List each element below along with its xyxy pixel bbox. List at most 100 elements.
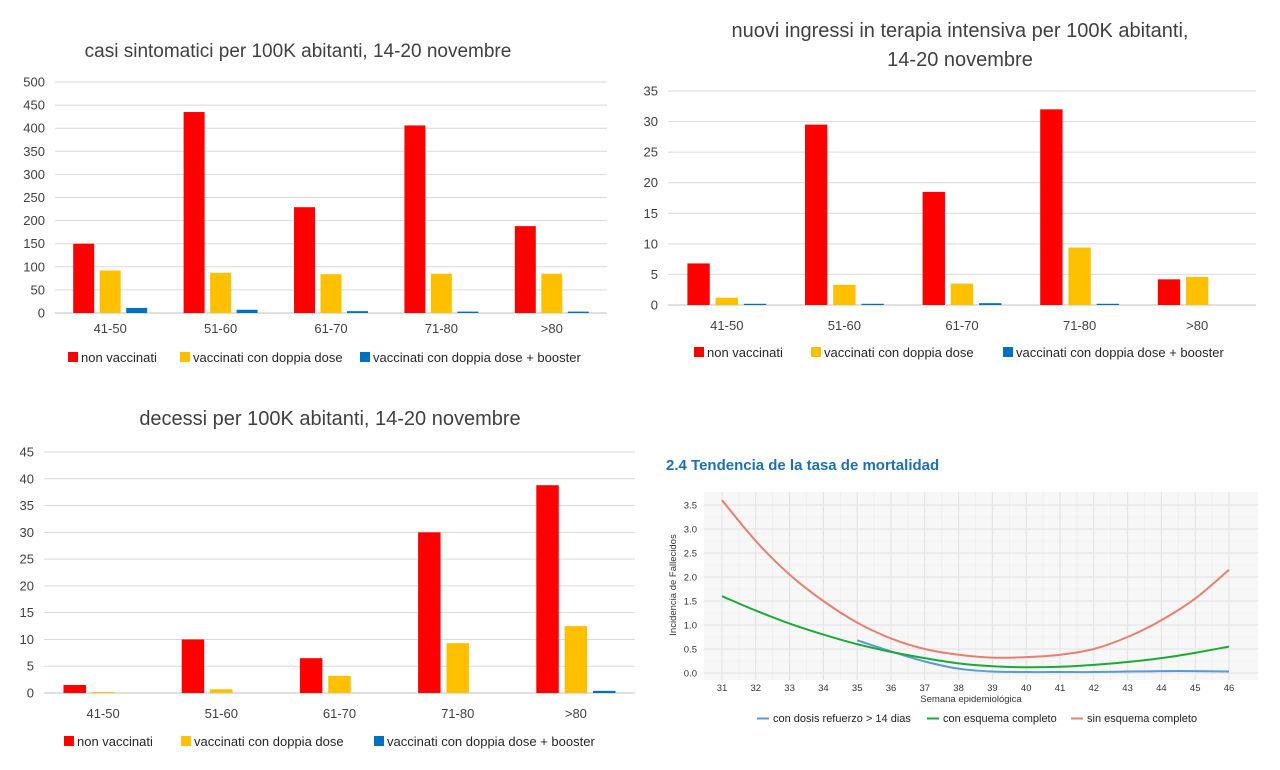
- bar: [328, 675, 351, 693]
- y-tick-label: 1.5: [684, 597, 697, 608]
- x-category-label: 71-80: [441, 706, 474, 721]
- bar: [181, 639, 205, 693]
- bar: [210, 689, 233, 693]
- y-tick-label: 10: [644, 236, 658, 251]
- y-tick-label: 2.0: [684, 573, 697, 584]
- chart-casi-sintomatici: casi sintomatici per 100K abitanti, 14-2…: [0, 0, 640, 385]
- y-tick-label: 0: [27, 686, 34, 701]
- bar: [687, 263, 710, 305]
- chart-svg: casi sintomatici per 100K abitanti, 14-2…: [23, 41, 607, 365]
- bar: [922, 191, 945, 305]
- bar: [1068, 247, 1091, 305]
- x-category-label: 61-70: [945, 318, 978, 333]
- x-tick-label: 45: [1190, 683, 1201, 694]
- y-tick-label: 25: [20, 552, 34, 567]
- y-tick-label: 20: [20, 578, 34, 593]
- y-tick-label: 100: [23, 259, 45, 274]
- bar: [73, 243, 95, 313]
- y-axis-label: Incidencia de Fallecidos: [668, 534, 679, 636]
- x-tick-label: 41: [1055, 683, 1066, 694]
- chart-tasa-mortalidad: 2.4 Tendencia de la tasa de mortalidad 31…: [640, 385, 1280, 770]
- bar: [347, 311, 368, 313]
- x-category-label: 41-50: [86, 706, 119, 721]
- chart-svg: decessi per 100K abitanti, 14-20 novembr…: [20, 408, 635, 749]
- bar: [1186, 276, 1209, 305]
- y-tick-label: 35: [644, 84, 658, 99]
- legend-label: vaccinati con doppia dose: [194, 734, 344, 749]
- legend-swatch: [811, 347, 821, 357]
- x-tick-label: 38: [953, 683, 964, 694]
- bar: [564, 626, 588, 693]
- legend-label: non vaccinati: [707, 345, 783, 360]
- y-tick-label: 45: [20, 445, 34, 460]
- chart-decessi: decessi per 100K abitanti, 14-20 novembr…: [0, 385, 640, 770]
- y-tick-label: 35: [20, 498, 34, 513]
- bar: [183, 112, 205, 313]
- x-category-label: >80: [1186, 318, 1208, 333]
- legend-label: vaccinati con doppia dose + booster: [1016, 345, 1224, 360]
- legend-swatch: [68, 352, 78, 362]
- chart-svg: nuovi ingressi in terapia intensiva per …: [644, 20, 1256, 360]
- y-tick-label: 1.0: [684, 621, 697, 632]
- legend-label: non vaccinati: [81, 350, 157, 365]
- bar: [418, 532, 441, 693]
- y-tick-label: 25: [644, 145, 658, 160]
- bar: [979, 303, 1002, 305]
- x-tick-label: 34: [818, 683, 829, 694]
- bar: [299, 658, 323, 693]
- chart-title: decessi per 100K abitanti, 14-20 novembr…: [139, 408, 520, 430]
- x-tick-label: 35: [852, 683, 863, 694]
- y-tick-label: 5: [27, 659, 34, 674]
- y-tick-label: 250: [23, 190, 45, 205]
- x-tick-label: 44: [1156, 683, 1167, 694]
- y-tick-label: 450: [23, 98, 45, 113]
- legend-label: con esquema completo: [943, 713, 1057, 725]
- series-line-completo: [721, 595, 1230, 669]
- x-category-label: 61-70: [314, 321, 347, 336]
- bar: [236, 309, 258, 313]
- chart-svg: 2.4 Tendencia de la tasa de mortalidad 31…: [666, 457, 1258, 725]
- x-tick-label: 42: [1089, 683, 1100, 694]
- legend-swatch: [374, 736, 384, 746]
- x-category-label: 51-60: [828, 318, 861, 333]
- bar: [861, 303, 884, 305]
- y-tick-label: 2.5: [684, 549, 697, 560]
- legend-label: vaccinati con doppia dose: [824, 345, 974, 360]
- bar: [126, 307, 148, 313]
- x-tick-label: 36: [886, 683, 897, 694]
- y-tick-label: 3.5: [684, 501, 697, 512]
- chart-title: nuovi ingressi in terapia intensiva per …: [732, 20, 1189, 42]
- legend-label: non vaccinati: [77, 734, 153, 749]
- bar: [541, 273, 563, 313]
- bar: [514, 226, 536, 313]
- legend-swatch: [64, 736, 74, 746]
- x-category-label: 51-60: [204, 321, 237, 336]
- y-tick-label: 3.0: [684, 525, 697, 536]
- legend-label: vaccinati con doppia dose + booster: [387, 734, 595, 749]
- y-tick-label: 30: [644, 114, 658, 129]
- chart-title: casi sintomatici per 100K abitanti, 14-2…: [85, 41, 512, 62]
- bar: [743, 303, 767, 305]
- bar: [536, 485, 559, 693]
- x-tick-label: 40: [1021, 683, 1032, 694]
- legend-label: vaccinati con doppia dose: [193, 350, 343, 365]
- y-tick-label: 300: [23, 167, 45, 182]
- x-category-label: 41-50: [710, 318, 743, 333]
- bar: [1096, 303, 1119, 305]
- bar: [593, 690, 616, 693]
- bar: [63, 684, 86, 693]
- y-tick-label: 5: [651, 267, 658, 282]
- x-tick-label: 43: [1122, 683, 1133, 694]
- y-tick-label: 500: [23, 75, 45, 90]
- bar: [404, 125, 426, 313]
- bar: [715, 297, 738, 305]
- y-tick-label: 0.5: [684, 645, 697, 656]
- series-line-refuerzo: [856, 639, 1230, 674]
- bar: [294, 207, 315, 313]
- legend-swatch: [360, 352, 370, 362]
- x-tick-label: 31: [717, 683, 728, 694]
- bar: [833, 284, 856, 305]
- y-tick-label: 40: [20, 471, 34, 486]
- legend-swatch: [180, 352, 190, 362]
- bar: [1157, 279, 1181, 305]
